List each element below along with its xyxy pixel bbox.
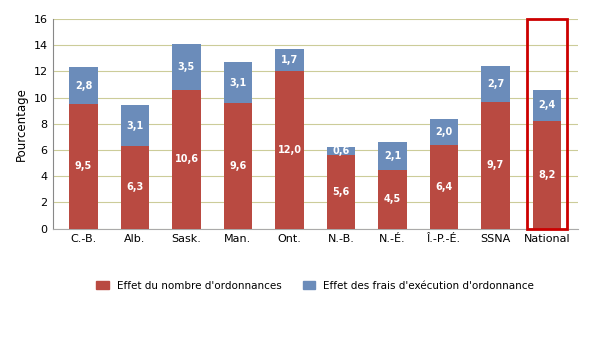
Bar <box>378 142 407 170</box>
Bar <box>430 119 458 145</box>
Text: 2,0: 2,0 <box>435 127 452 137</box>
Bar <box>173 90 200 229</box>
Bar <box>527 19 568 229</box>
Bar <box>327 155 355 229</box>
Text: 9,5: 9,5 <box>75 161 92 171</box>
Bar <box>378 170 407 229</box>
Text: 6,3: 6,3 <box>126 182 144 192</box>
Bar <box>430 145 458 229</box>
Bar <box>275 72 304 229</box>
Bar <box>327 147 355 155</box>
Y-axis label: Pourcentage: Pourcentage <box>15 87 28 161</box>
Bar <box>482 102 510 229</box>
Text: 3,1: 3,1 <box>126 121 144 131</box>
Text: 12,0: 12,0 <box>278 145 301 155</box>
Text: 6,4: 6,4 <box>435 182 452 192</box>
Text: 1,7: 1,7 <box>281 55 298 65</box>
Bar <box>533 90 561 121</box>
Text: 10,6: 10,6 <box>174 154 199 164</box>
Text: 5,6: 5,6 <box>333 187 350 197</box>
Text: 9,7: 9,7 <box>487 160 504 170</box>
Bar <box>482 66 510 102</box>
Bar <box>224 62 252 103</box>
Bar <box>173 44 200 90</box>
Text: 2,1: 2,1 <box>384 151 401 161</box>
Text: 2,7: 2,7 <box>487 79 504 89</box>
Bar <box>533 121 561 229</box>
Text: 0,6: 0,6 <box>333 146 350 156</box>
Text: 2,4: 2,4 <box>538 101 556 110</box>
Bar <box>224 103 252 229</box>
Text: 3,1: 3,1 <box>229 78 247 87</box>
Bar <box>121 146 149 229</box>
Text: 8,2: 8,2 <box>538 170 556 180</box>
Text: 9,6: 9,6 <box>229 161 247 171</box>
Text: 3,5: 3,5 <box>178 62 195 72</box>
Bar <box>69 68 98 104</box>
Text: 2,8: 2,8 <box>75 81 92 91</box>
Legend: Effet du nombre d'ordonnances, Effet des frais d'exécution d'ordonnance: Effet du nombre d'ordonnances, Effet des… <box>96 281 534 291</box>
Bar <box>69 104 98 229</box>
Text: 4,5: 4,5 <box>384 194 401 204</box>
Bar <box>121 105 149 146</box>
Bar <box>275 49 304 72</box>
